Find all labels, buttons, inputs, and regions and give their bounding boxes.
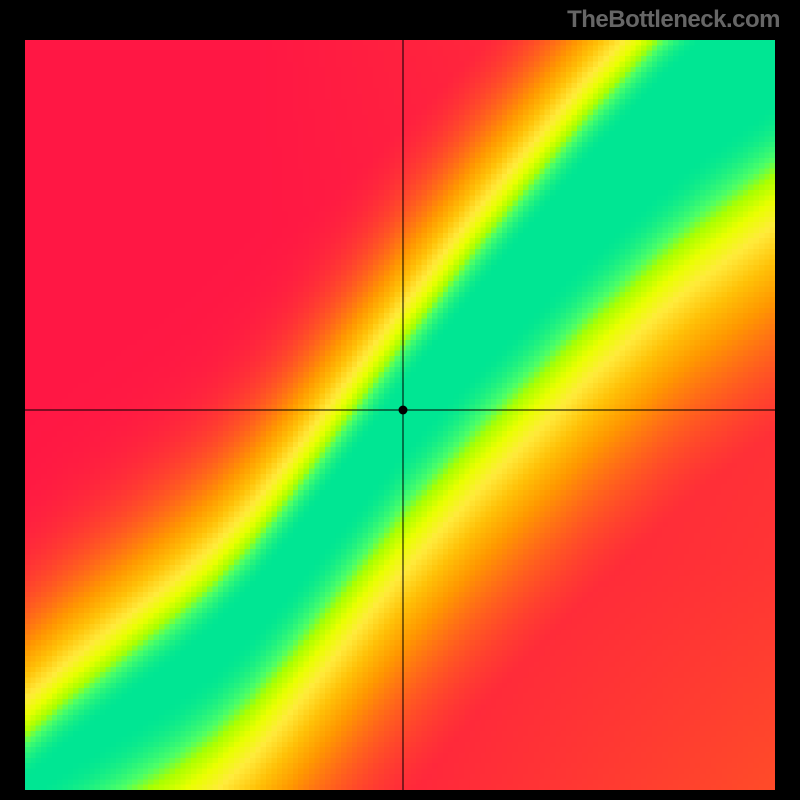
- bottleneck-heatmap: [25, 40, 775, 790]
- watermark-text: TheBottleneck.com: [567, 6, 780, 34]
- selection-marker: [399, 405, 408, 414]
- crosshair-vertical: [403, 40, 404, 790]
- plot-area: [25, 40, 775, 790]
- chart-container: TheBottleneck.com: [0, 0, 800, 800]
